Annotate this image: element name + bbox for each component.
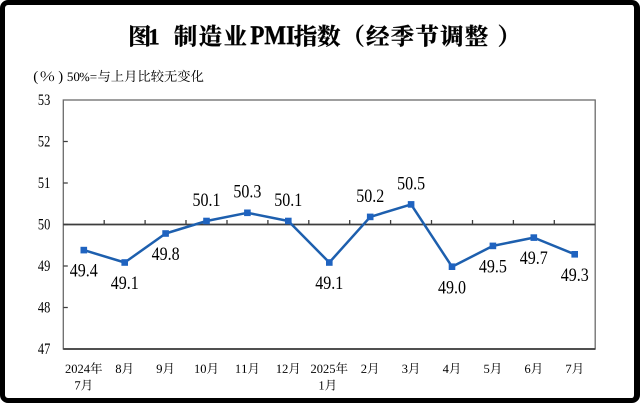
svg-text:49: 49 [38, 258, 51, 275]
svg-text:50.5: 50.5 [397, 173, 425, 194]
svg-text:53: 53 [38, 92, 51, 109]
svg-text:49.1: 49.1 [111, 273, 139, 294]
svg-text:49.8: 49.8 [152, 244, 180, 265]
svg-text:50.2: 50.2 [356, 186, 384, 207]
svg-text:51: 51 [38, 175, 50, 192]
svg-text:49.5: 49.5 [479, 257, 507, 278]
svg-text:49.4: 49.4 [70, 261, 98, 282]
svg-text:50: 50 [38, 217, 51, 234]
svg-text:48: 48 [38, 300, 51, 317]
svg-text:49.3: 49.3 [561, 265, 589, 286]
svg-text:49.7: 49.7 [520, 248, 548, 269]
svg-text:47: 47 [38, 341, 51, 358]
svg-text:52: 52 [38, 134, 50, 151]
svg-text:50.1: 50.1 [193, 190, 221, 211]
svg-text:50.3: 50.3 [233, 182, 261, 203]
svg-text:49.0: 49.0 [438, 277, 466, 298]
svg-text:49.1: 49.1 [315, 273, 343, 294]
svg-text:50.1: 50.1 [274, 190, 302, 211]
